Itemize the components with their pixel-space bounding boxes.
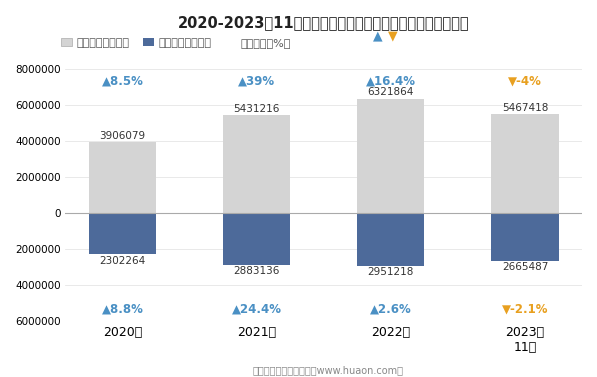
Text: ▲8.5%: ▲8.5% [101, 74, 143, 87]
Bar [491, 213, 559, 261]
Text: 5467418: 5467418 [502, 103, 548, 113]
Text: ▲2.6%: ▲2.6% [370, 303, 412, 316]
Text: ▲24.4%: ▲24.4% [232, 303, 282, 316]
Text: ▼-4%: ▼-4% [508, 74, 542, 87]
Bar [491, 114, 559, 213]
Text: 2951218: 2951218 [368, 267, 414, 277]
Text: 3906079: 3906079 [100, 131, 146, 141]
Bar [223, 213, 290, 265]
Text: 2665487: 2665487 [502, 262, 548, 272]
Bar [223, 115, 290, 213]
Bar [89, 143, 156, 213]
Text: ▼-2.1%: ▼-2.1% [501, 303, 548, 316]
Text: ▲16.4%: ▲16.4% [366, 74, 416, 87]
Text: ▲39%: ▲39% [238, 74, 275, 87]
Text: 2883136: 2883136 [233, 266, 280, 276]
Bar [89, 213, 156, 254]
Text: 6321864: 6321864 [368, 87, 414, 98]
Legend: 出口额（万美元）, 进口额（万美元）, 同比增长（%）: 出口额（万美元）, 进口额（万美元）, 同比增长（%） [61, 38, 290, 48]
Text: 5431216: 5431216 [233, 104, 280, 113]
Title: 2020-2023年11月湖北省商品收发货人所在地进、出口额统计: 2020-2023年11月湖北省商品收发货人所在地进、出口额统计 [178, 15, 470, 30]
Text: ▲: ▲ [373, 30, 383, 43]
Text: ▼: ▼ [388, 30, 398, 43]
Text: 制图：华经产业研究院（www.huaon.com）: 制图：华经产业研究院（www.huaon.com） [253, 365, 404, 375]
Text: 2302264: 2302264 [99, 256, 146, 266]
Bar [357, 213, 424, 266]
Text: ▲8.8%: ▲8.8% [101, 303, 143, 316]
Bar [357, 99, 424, 213]
